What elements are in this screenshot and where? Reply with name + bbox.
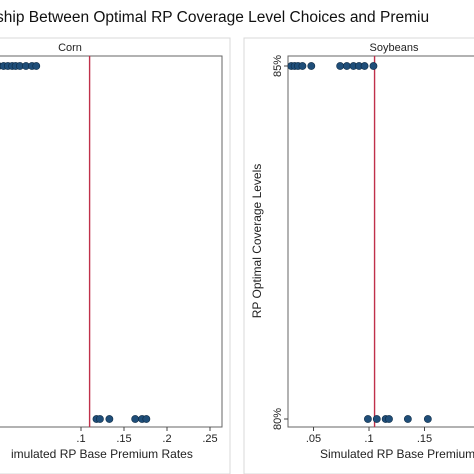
corn-data-point [142, 415, 151, 423]
corn-x-tick-label: .25 [202, 433, 217, 445]
soybeans-data-point [336, 62, 345, 70]
soybeans-data-point [403, 415, 412, 423]
corn-panel-background [0, 37, 231, 474]
soybeans-data-point [307, 62, 316, 70]
soybeans-panel-title: Soybeans [370, 42, 419, 54]
chart-title: ship Between Optimal RP Coverage Level C… [0, 9, 429, 26]
corn-data-point [32, 62, 41, 70]
soybeans-data-point [369, 62, 378, 70]
corn-x-axis-title: imulated RP Base Premium Rates [11, 447, 193, 461]
corn-x-tick-label: .2 [162, 433, 171, 445]
soybeans-data-point [423, 415, 432, 423]
soybeans-x-tick-label: .05 [306, 433, 321, 445]
soybeans-data-point [364, 415, 372, 423]
soybeans-y-tick-label: 80% [272, 408, 284, 430]
soybeans-data-point [385, 415, 393, 423]
corn-data-point [131, 415, 140, 423]
corn-x-tick-label: .1 [76, 433, 85, 445]
soybeans-data-point [372, 415, 381, 423]
soybeans-data-point [360, 62, 369, 70]
corn-x-tick-label: .15 [116, 433, 131, 445]
soybeans-y-tick-label: 85% [272, 55, 284, 77]
corn-panel-title: Corn [58, 42, 82, 54]
soybeans-x-axis-title: Simulated RP Base Premium [320, 447, 474, 461]
corn-data-point [105, 415, 114, 423]
soybeans-x-tick-label: .1 [364, 433, 373, 445]
soybeans-plot-area [287, 55, 474, 428]
soybeans-panel-background [243, 37, 474, 474]
soybeans-x-tick-label: .15 [417, 433, 432, 445]
corn-plot-area [0, 55, 223, 428]
soybeans-data-point [342, 62, 351, 70]
soybeans-data-point [298, 62, 307, 70]
corn-data-point [96, 415, 104, 423]
soybeans-y-axis-title: RP Optimal Coverage Levels [250, 164, 264, 319]
